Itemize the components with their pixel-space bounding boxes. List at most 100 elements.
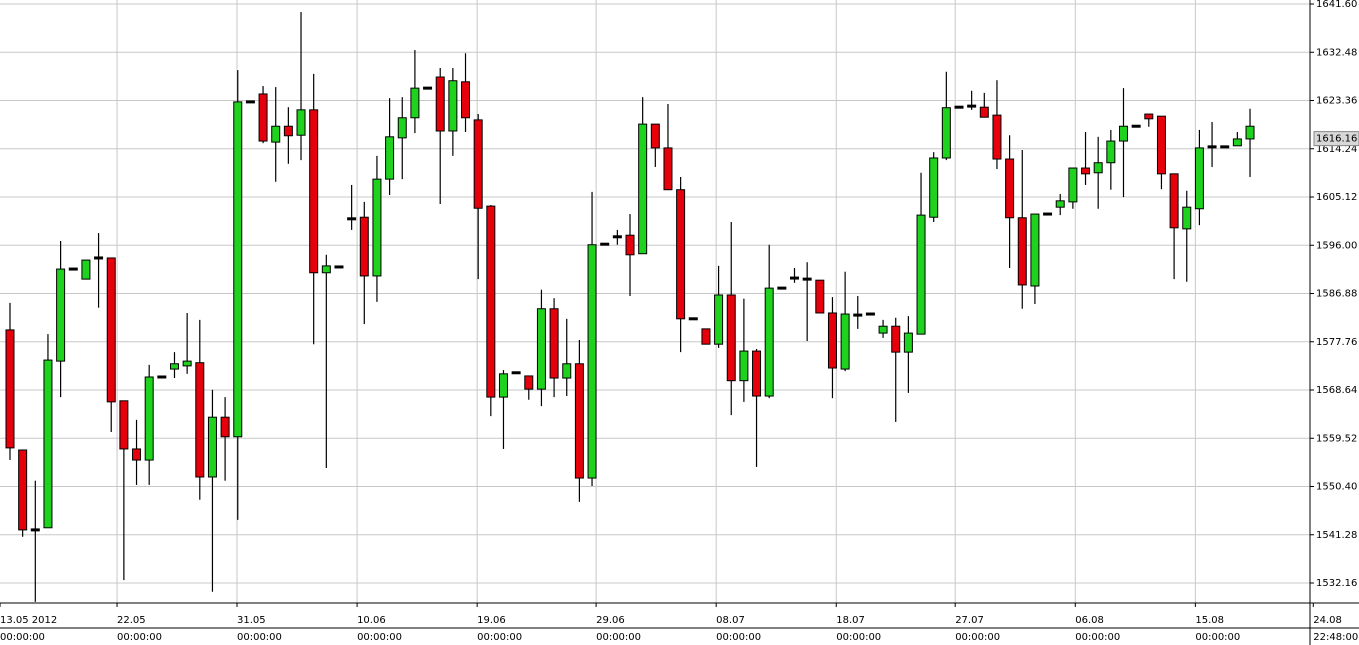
candle-body [309,109,319,274]
x-tick-label: 27.07 [955,615,984,626]
candle [1081,132,1091,185]
candle-body [18,449,28,531]
candle-body [132,448,142,461]
candle [296,11,306,161]
candle [359,201,369,325]
candle [132,419,142,485]
candle-body [1005,158,1015,219]
candle-body [549,308,559,379]
candle-body [94,256,104,260]
y-tick-label: 1623.36 [1316,96,1357,107]
candle-body [1220,145,1230,149]
candle-body [372,178,382,277]
candle-body [802,277,812,281]
candle [1220,145,1230,149]
candle [195,319,205,500]
y-tick-label: 1532.16 [1316,578,1357,589]
candle [5,302,15,461]
candle [840,271,850,372]
candle [1030,213,1040,304]
candle [1194,129,1204,226]
candle-body [726,294,736,382]
candle [549,298,559,398]
candle-body [574,363,584,479]
candle [258,86,268,144]
candle-body [650,123,660,149]
x-tick-time: 00:00:00 [716,632,761,643]
candle [865,312,875,316]
candle [461,53,471,133]
candle-body [423,86,433,90]
candle-body [1093,162,1103,174]
candle [410,50,420,134]
candle-body [258,93,268,142]
candle [1106,129,1116,190]
candle [498,370,508,449]
candle-body [68,267,78,271]
candle-body [536,308,546,390]
x-tick-label: 10.06 [357,615,386,626]
candle-body [663,147,673,191]
candle-body [385,136,395,180]
x-tick-time: 00:00:00 [955,632,1000,643]
x-tick-time: 00:00:00 [477,632,522,643]
candle [372,155,382,302]
x-tick-label: 19.06 [477,615,506,626]
candle-body [1207,145,1217,149]
candle-body [941,107,951,159]
candle-body [752,350,762,397]
candle [1093,136,1103,209]
candle [1017,150,1027,309]
candle-body [1156,115,1166,175]
candle-body [220,416,230,438]
candle [486,205,496,417]
candle-body [676,189,686,320]
candle [815,279,825,314]
candle [169,352,179,379]
candle [321,254,331,468]
candle [979,92,989,118]
candle [967,90,977,110]
candle-body [195,362,205,478]
y-tick-label: 1614.24 [1316,144,1357,155]
candle-body [916,214,926,335]
candle [903,316,913,393]
candle [30,480,40,602]
candle [182,312,192,374]
candle-body [448,80,458,132]
candle-body [359,216,369,277]
candle [43,334,53,529]
candle [1043,212,1053,216]
candle [283,107,293,164]
candle [878,319,888,338]
candle [1169,173,1179,280]
candle-body [473,119,483,209]
candle-body [56,268,66,362]
candle [941,71,951,161]
candle-body [410,87,420,119]
candle [752,348,762,467]
x-tick-time: 00:00:00 [596,632,641,643]
candle [56,241,66,398]
candle [714,265,724,348]
candle [726,221,736,416]
candle-body [827,312,837,369]
candle [676,177,686,353]
y-tick-label: 1559.52 [1316,433,1357,444]
candle-body [461,81,471,119]
candle-body [587,244,597,479]
candle [347,184,357,230]
candle [94,233,104,308]
candle [790,268,800,283]
candle [271,87,281,182]
candle [1055,193,1065,216]
candle-body [878,325,888,334]
candle-body [245,100,255,104]
candle [827,297,837,399]
candle-body [1245,125,1255,140]
candle-body [119,400,129,450]
candle-body [1055,200,1065,208]
y-tick-label: 1586.88 [1316,289,1357,300]
candle-body [1144,113,1154,120]
